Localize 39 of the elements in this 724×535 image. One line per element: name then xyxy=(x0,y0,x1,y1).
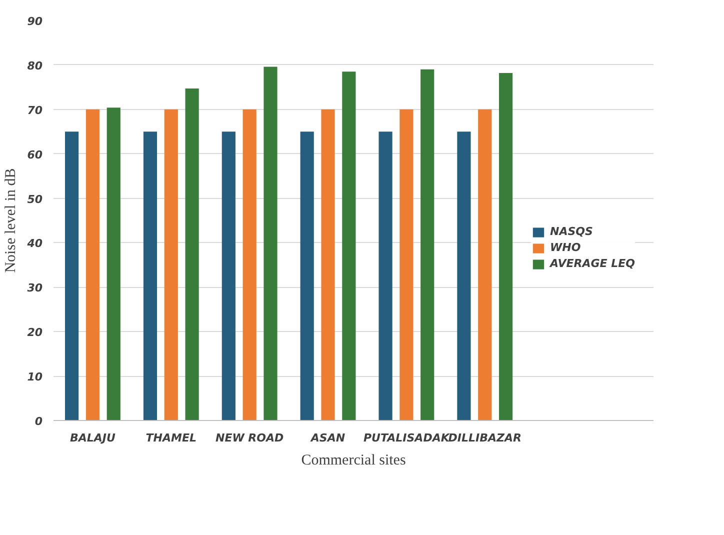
bar xyxy=(222,132,236,420)
bar xyxy=(400,109,414,420)
bar xyxy=(420,69,434,420)
y-tick-label: 0 xyxy=(34,415,43,428)
bar xyxy=(242,109,256,420)
y-tick-label: 40 xyxy=(26,237,43,250)
bar xyxy=(164,109,178,420)
bar xyxy=(185,88,199,420)
bar xyxy=(478,109,492,420)
x-tick-label: DILLIBAZAR xyxy=(448,432,522,444)
legend-label: NASQS xyxy=(550,225,593,238)
bar xyxy=(65,132,79,420)
y-tick-label: 90 xyxy=(27,15,43,28)
x-axis-title: Commercial sites xyxy=(301,452,406,468)
y-tick-label: 30 xyxy=(27,282,43,295)
bar xyxy=(264,66,278,420)
y-tick-label: 50 xyxy=(27,192,43,206)
x-tick-label: THAMEL xyxy=(146,432,197,444)
bar xyxy=(86,109,100,420)
x-tick-label: BALAJU xyxy=(70,432,116,444)
y-tick-label: 10 xyxy=(27,370,43,384)
y-tick-label: 20 xyxy=(27,326,43,340)
bar xyxy=(378,132,392,420)
x-tick-label: ASAN xyxy=(310,432,346,444)
bar xyxy=(342,72,356,420)
bar xyxy=(143,132,158,420)
bar xyxy=(321,109,335,420)
y-tick-label: 80 xyxy=(27,59,43,72)
y-tick-label: 70 xyxy=(27,104,43,117)
legend-label: WHO xyxy=(550,241,581,254)
y-axis-title: Noise level in dB xyxy=(3,168,20,273)
x-tick-label: PUTALISADAK xyxy=(364,432,451,444)
bar xyxy=(498,72,513,420)
bar xyxy=(457,132,471,420)
bar xyxy=(106,108,120,420)
x-tick-label: NEW ROAD xyxy=(216,432,284,444)
y-tick-label: 60 xyxy=(27,148,43,162)
bar xyxy=(300,132,314,420)
legend-label: AVERAGE LEQ xyxy=(550,257,636,270)
